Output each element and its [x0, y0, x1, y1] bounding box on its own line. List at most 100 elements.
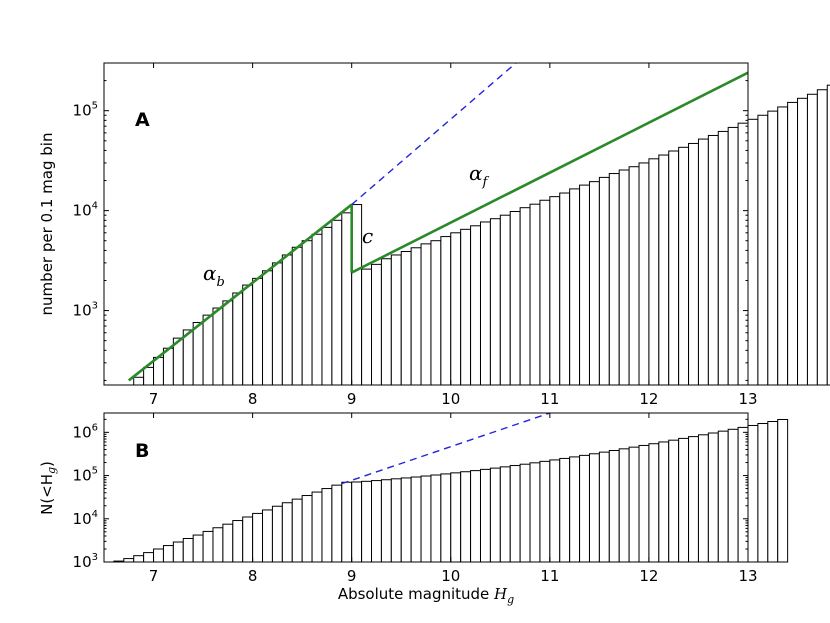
- histogram-bar: [678, 437, 690, 563]
- histogram-bar: [271, 262, 283, 386]
- panel-a: 7 8 9 10 11 12 13 103 104 105 A number per 0.1 m…: [38, 62, 830, 408]
- histogram-bar: [747, 424, 759, 563]
- histogram-bar: [271, 505, 283, 563]
- histogram-bar: [143, 366, 155, 386]
- histogram-bar: [628, 446, 640, 563]
- histogram-bar: [767, 421, 779, 563]
- histogram-bar: [479, 221, 491, 386]
- c-annotation: c: [362, 224, 373, 248]
- histogram-bar: [162, 347, 174, 386]
- x-tick-label: 11: [540, 390, 559, 408]
- histogram-bar: [281, 502, 293, 563]
- faint-fit-line: [351, 71, 748, 274]
- histogram-bar: [509, 211, 521, 386]
- histogram-bar: [390, 478, 402, 563]
- histogram-bar: [608, 173, 620, 386]
- histogram-bar: [460, 471, 472, 563]
- histogram-bar: [598, 176, 610, 386]
- histogram-bar: [262, 509, 273, 563]
- histogram-bar: [588, 181, 600, 386]
- y-tick-label: 103: [73, 552, 98, 571]
- histogram-bar: [192, 534, 204, 563]
- histogram-bar: [222, 300, 234, 386]
- histogram-bar: [588, 453, 600, 563]
- histogram-bar: [153, 548, 164, 563]
- histogram-bar: [420, 475, 432, 563]
- histogram-bar: [321, 488, 333, 563]
- x-tick-label: 12: [639, 567, 658, 585]
- histogram-bar: [618, 448, 630, 563]
- histogram-bar: [688, 436, 699, 563]
- histogram-bar: [311, 491, 323, 563]
- panel-b-y-axis-label: N(<Hg): [38, 461, 58, 515]
- panel-a-x-ticks: 7 8 9 10 11 12 13: [149, 63, 758, 408]
- panel-b-label: B: [135, 440, 149, 462]
- x-axis-label: Absolute magnitude Hg: [338, 585, 514, 606]
- histogram-bar: [608, 449, 620, 563]
- histogram-bar: [727, 126, 739, 386]
- histogram-bar: [777, 419, 789, 563]
- histogram-bar: [470, 225, 481, 386]
- histogram-bar: [618, 169, 630, 386]
- histogram-bar: [242, 284, 254, 386]
- histogram-bar: [420, 243, 432, 386]
- histogram-bar: [430, 474, 442, 563]
- histogram-bar: [777, 106, 789, 386]
- x-tick-label: 8: [248, 567, 258, 585]
- histogram-bar: [688, 142, 699, 386]
- histogram-bar: [499, 214, 511, 386]
- histogram-bar: [697, 434, 709, 563]
- histogram-bar: [757, 423, 769, 563]
- histogram-bar: [727, 428, 739, 563]
- histogram-bar: [648, 158, 660, 386]
- histogram-bar: [529, 203, 541, 386]
- panel-a-frame: [103, 62, 749, 386]
- histogram-bar: [678, 146, 690, 386]
- panel-b-y-ticks: 103 104 105 106: [73, 418, 748, 571]
- histogram-bar: [628, 166, 640, 386]
- histogram-bar: [539, 460, 551, 563]
- panel-b-fit-lines: [341, 413, 551, 485]
- histogram-bar: [519, 207, 531, 386]
- histogram-bar: [291, 246, 303, 386]
- histogram-bar: [489, 467, 501, 563]
- histogram-bar: [202, 530, 214, 563]
- histogram-bar: [440, 236, 452, 386]
- histogram-bar: [371, 263, 382, 386]
- x-tick-label: 7: [149, 567, 159, 585]
- panel-a-fit-lines: [127, 63, 748, 382]
- histogram-bar: [579, 184, 590, 386]
- histogram-bar: [460, 228, 472, 386]
- histogram-bar: [499, 466, 511, 563]
- histogram-bar: [212, 527, 224, 563]
- panel-a-y-ticks: 103 104 105: [73, 62, 748, 381]
- histogram-bar: [450, 232, 462, 386]
- panel-b: 7 8 9 10 11 12 13 103 104 105 106 B N(<Hg) Absolu…: [38, 412, 789, 606]
- histogram-bar: [252, 512, 264, 563]
- x-tick-label: 8: [248, 390, 258, 408]
- x-tick-label: 7: [149, 390, 159, 408]
- histogram-bar: [133, 376, 145, 386]
- histogram-bar: [192, 321, 204, 386]
- histogram-bar: [232, 292, 244, 386]
- histogram-bar: [123, 558, 135, 563]
- histogram-bar: [311, 233, 323, 386]
- y-tick-label: 105: [73, 466, 98, 485]
- x-tick-label: 9: [347, 390, 357, 408]
- x-tick-label: 9: [347, 567, 357, 585]
- histogram-bar: [747, 118, 759, 386]
- histogram-bar: [252, 277, 264, 386]
- histogram-bar: [143, 552, 155, 563]
- panel-b-frame: [103, 412, 749, 563]
- alpha-b-annotation: αb: [203, 261, 225, 290]
- histogram-bar: [380, 258, 392, 386]
- x-tick-label: 11: [540, 567, 559, 585]
- histogram-bar: [489, 218, 501, 386]
- histogram-bar: [826, 84, 830, 386]
- histogram-bar: [787, 101, 799, 386]
- histogram-bar: [331, 484, 343, 563]
- histogram-bar: [697, 138, 709, 386]
- histogram-bar: [658, 441, 670, 563]
- histogram-bar: [400, 477, 412, 563]
